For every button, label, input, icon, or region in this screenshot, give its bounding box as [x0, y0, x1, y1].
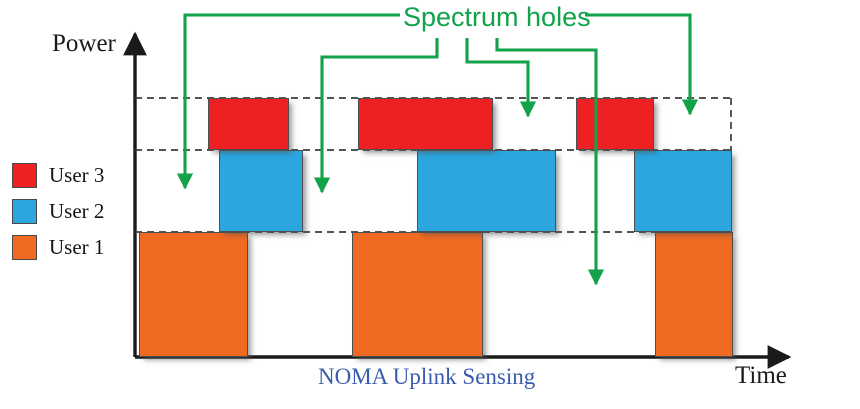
legend-swatch-user2: [12, 198, 37, 224]
legend-item-user2: User 2: [12, 193, 130, 229]
bar-user3-2: [358, 98, 493, 150]
bar-user3-3: [576, 98, 654, 150]
bar-user1-1: [139, 232, 248, 357]
bar-user2-3: [634, 150, 732, 232]
legend-swatch-user1: [12, 234, 37, 260]
y-axis-label: Power: [52, 30, 116, 57]
figure-caption: NOMA Uplink Sensing: [318, 364, 536, 389]
bar-user2-2: [417, 150, 556, 232]
spectrum-holes-title: Spectrum holes: [403, 2, 591, 32]
x-axis-label: Time: [735, 362, 787, 389]
legend-swatch-user3: [12, 162, 37, 188]
legend: User 3 User 2 User 1: [12, 157, 130, 265]
bar-user1-3: [655, 232, 733, 357]
bar-user1-2: [352, 232, 483, 357]
legend-label-user1: User 1: [49, 234, 105, 259]
legend-label-user2: User 2: [49, 198, 105, 223]
bar-user3-1: [208, 98, 289, 150]
legend-item-user1: User 1: [12, 229, 130, 265]
bar-user2-1: [219, 150, 303, 232]
legend-item-user3: User 3: [12, 157, 130, 193]
legend-label-user3: User 3: [49, 162, 105, 187]
